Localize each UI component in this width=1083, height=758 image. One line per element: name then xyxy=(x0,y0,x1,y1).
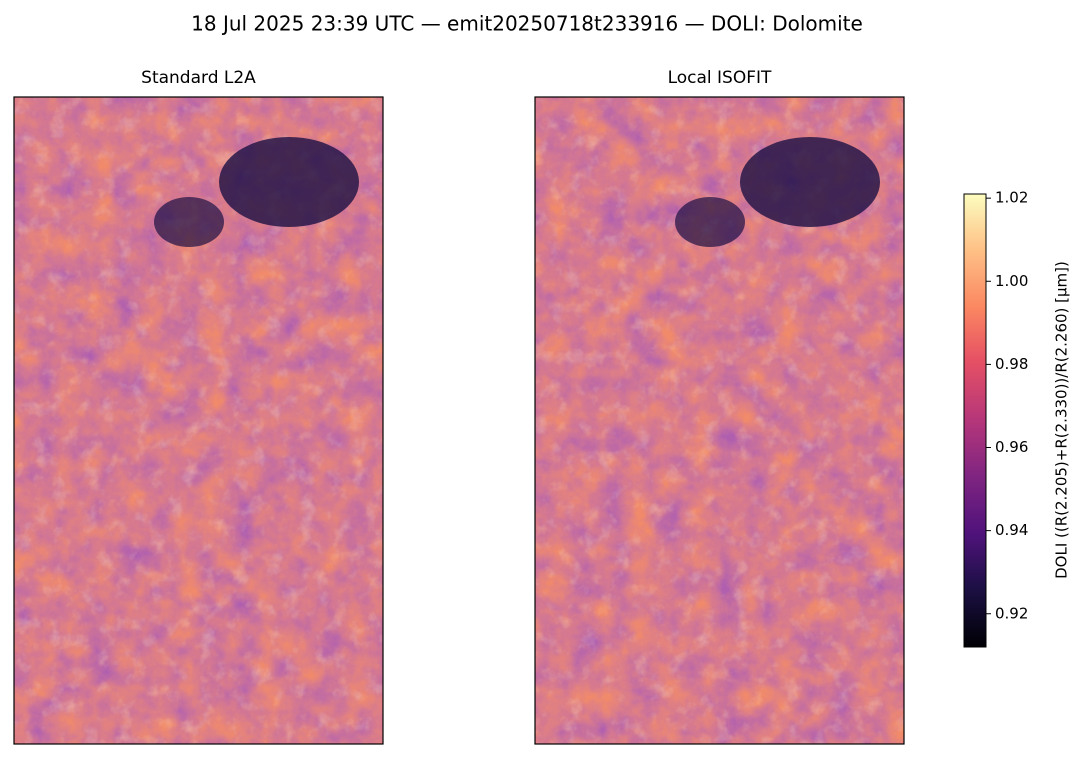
colorbar-tick-label: 1.02 xyxy=(995,189,1028,207)
colorbar-tick-label: 0.98 xyxy=(995,355,1028,373)
dark-region xyxy=(154,197,224,247)
dark-region xyxy=(219,137,359,227)
dark-region xyxy=(740,137,880,227)
figure-title: 18 Jul 2025 23:39 UTC — emit20250718t233… xyxy=(191,12,863,36)
panel-title: Standard L2A xyxy=(141,68,256,88)
panel-title: Local ISOFIT xyxy=(668,68,772,88)
colorbar xyxy=(963,193,987,648)
colorbar-tick-label: 1.00 xyxy=(995,272,1028,290)
colorbar-label: DOLI ((R(2.205)+R(2.330))/R(2.260) [µm]) xyxy=(1053,261,1071,579)
image-frame xyxy=(13,96,384,745)
image-frame xyxy=(534,96,905,745)
dark-region xyxy=(675,197,745,247)
colorbar-tick-label: 0.94 xyxy=(995,521,1028,539)
colorbar-tick-label: 0.96 xyxy=(995,438,1028,456)
colorbar-tick-label: 0.92 xyxy=(995,604,1028,622)
